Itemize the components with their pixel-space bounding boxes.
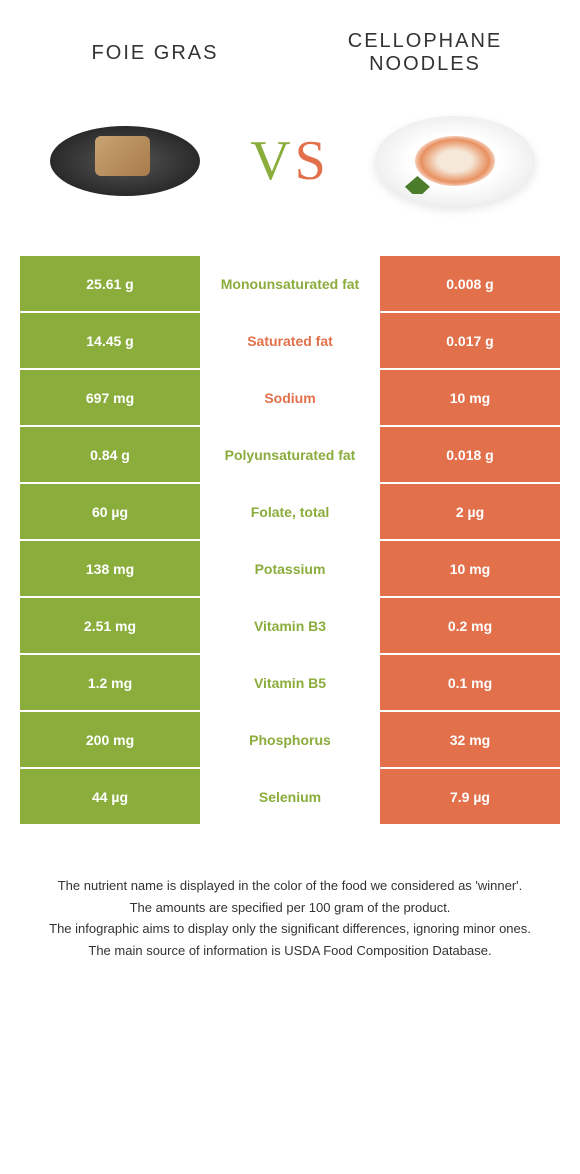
table-row: 138 mgPotassium10 mg bbox=[20, 541, 560, 596]
table-row: 60 µgFolate, total2 µg bbox=[20, 484, 560, 539]
left-value: 14.45 g bbox=[20, 313, 200, 368]
right-value: 10 mg bbox=[380, 370, 560, 425]
table-row: 14.45 gSaturated fat0.017 g bbox=[20, 313, 560, 368]
vs-v: V bbox=[250, 130, 294, 192]
table-row: 44 µgSelenium7.9 µg bbox=[20, 769, 560, 824]
right-food-title: Cellophane Noodles bbox=[290, 30, 560, 76]
table-row: 1.2 mgVitamin B50.1 mg bbox=[20, 655, 560, 710]
table-row: 2.51 mgVitamin B30.2 mg bbox=[20, 598, 560, 653]
vs-s: S bbox=[295, 130, 330, 192]
right-value: 10 mg bbox=[380, 541, 560, 596]
right-food-image bbox=[370, 106, 540, 216]
comparison-table: 25.61 gMonounsaturated fat0.008 g14.45 g… bbox=[0, 256, 580, 824]
left-value: 2.51 mg bbox=[20, 598, 200, 653]
right-value: 0.017 g bbox=[380, 313, 560, 368]
right-value: 0.2 mg bbox=[380, 598, 560, 653]
left-value: 200 mg bbox=[20, 712, 200, 767]
images-row: VS bbox=[0, 86, 580, 256]
left-value: 44 µg bbox=[20, 769, 200, 824]
foie-gras-icon bbox=[50, 126, 200, 196]
right-value: 7.9 µg bbox=[380, 769, 560, 824]
nutrient-label: Potassium bbox=[200, 541, 380, 596]
right-value: 32 mg bbox=[380, 712, 560, 767]
nutrient-label: Saturated fat bbox=[200, 313, 380, 368]
noodles-icon bbox=[375, 116, 535, 206]
left-food-title: Foie gras bbox=[20, 42, 290, 65]
left-value: 697 mg bbox=[20, 370, 200, 425]
header: Foie gras Cellophane Noodles bbox=[0, 0, 580, 86]
left-value: 25.61 g bbox=[20, 256, 200, 311]
nutrient-label: Folate, total bbox=[200, 484, 380, 539]
nutrient-label: Sodium bbox=[200, 370, 380, 425]
right-value: 0.018 g bbox=[380, 427, 560, 482]
left-value: 1.2 mg bbox=[20, 655, 200, 710]
footer-line: The nutrient name is displayed in the co… bbox=[20, 876, 560, 896]
nutrient-label: Vitamin B5 bbox=[200, 655, 380, 710]
nutrient-label: Polyunsaturated fat bbox=[200, 427, 380, 482]
right-value: 0.008 g bbox=[380, 256, 560, 311]
table-row: 0.84 gPolyunsaturated fat0.018 g bbox=[20, 427, 560, 482]
nutrient-label: Vitamin B3 bbox=[200, 598, 380, 653]
table-row: 25.61 gMonounsaturated fat0.008 g bbox=[20, 256, 560, 311]
table-row: 697 mgSodium10 mg bbox=[20, 370, 560, 425]
nutrient-label: Monounsaturated fat bbox=[200, 256, 380, 311]
footer-line: The infographic aims to display only the… bbox=[20, 919, 560, 939]
nutrient-label: Phosphorus bbox=[200, 712, 380, 767]
footer-notes: The nutrient name is displayed in the co… bbox=[0, 826, 580, 992]
left-value: 0.84 g bbox=[20, 427, 200, 482]
left-food-image bbox=[40, 106, 210, 216]
nutrient-label: Selenium bbox=[200, 769, 380, 824]
footer-line: The amounts are specified per 100 gram o… bbox=[20, 898, 560, 918]
footer-line: The main source of information is USDA F… bbox=[20, 941, 560, 961]
left-value: 138 mg bbox=[20, 541, 200, 596]
left-value: 60 µg bbox=[20, 484, 200, 539]
vs-label: VS bbox=[250, 129, 330, 193]
table-row: 200 mgPhosphorus32 mg bbox=[20, 712, 560, 767]
right-value: 0.1 mg bbox=[380, 655, 560, 710]
right-value: 2 µg bbox=[380, 484, 560, 539]
